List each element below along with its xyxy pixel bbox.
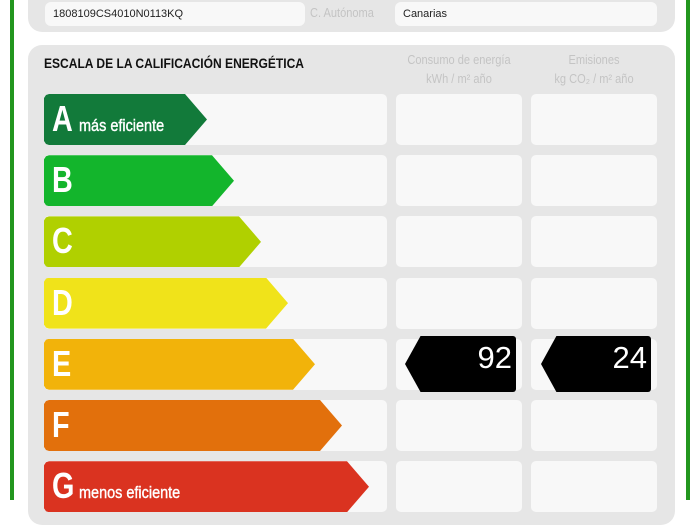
energy-cell	[396, 461, 522, 513]
energy-class-arrow-c: C	[44, 216, 261, 267]
class-caption: menos eficiente	[79, 483, 181, 503]
region-label: C. Autónoma	[310, 5, 374, 20]
region-field: Canarias	[395, 2, 657, 26]
energy-class-arrow-e: E	[44, 339, 315, 390]
energy-cell	[396, 216, 522, 268]
emissions-cell	[531, 216, 657, 268]
energy-column-header: Consumo de energía kWh / m² año	[400, 50, 519, 88]
scale-title: ESCALA DE LA CALIFICACIÓN ENERGÉTICA	[44, 55, 304, 71]
emissions-header-line1: Emisiones	[568, 52, 620, 67]
energy-class-arrow-b: B	[44, 155, 234, 206]
class-letter: F	[52, 404, 70, 445]
emissions-header-line2: kg CO₂ / m² año	[554, 71, 634, 86]
energy-rating-tag: 92	[405, 336, 516, 392]
emissions-cell	[531, 155, 657, 207]
energy-cell	[396, 94, 522, 145]
emissions-rating-tag: 24	[541, 336, 651, 392]
emissions-cell	[531, 400, 657, 451]
class-letter: B	[52, 159, 73, 201]
class-caption: más eficiente	[79, 116, 165, 135]
energy-header-line1: Consumo de energía	[407, 52, 511, 67]
class-letter: C	[52, 220, 73, 262]
reference-field: 1808109CS4010N0113KQ	[45, 2, 305, 26]
emissions-cell	[531, 94, 657, 145]
energy-cell	[396, 277, 522, 329]
class-letter: E	[52, 342, 72, 384]
frame-border-left	[10, 0, 14, 500]
energy-class-arrow-d: D	[44, 278, 288, 329]
class-letter: D	[52, 281, 73, 323]
class-letter: A	[52, 98, 73, 139]
class-letter: G	[52, 465, 75, 507]
emissions-cell	[531, 461, 657, 513]
emissions-cell	[531, 277, 657, 329]
frame-border-right	[686, 0, 690, 500]
emissions-column-header: Emisiones kg CO₂ / m² año	[535, 50, 654, 88]
energy-cell	[396, 400, 522, 451]
energy-header-line2: kWh / m² año	[426, 71, 492, 86]
energy-class-arrow-f: F	[44, 400, 342, 451]
energy-cell	[396, 155, 522, 207]
